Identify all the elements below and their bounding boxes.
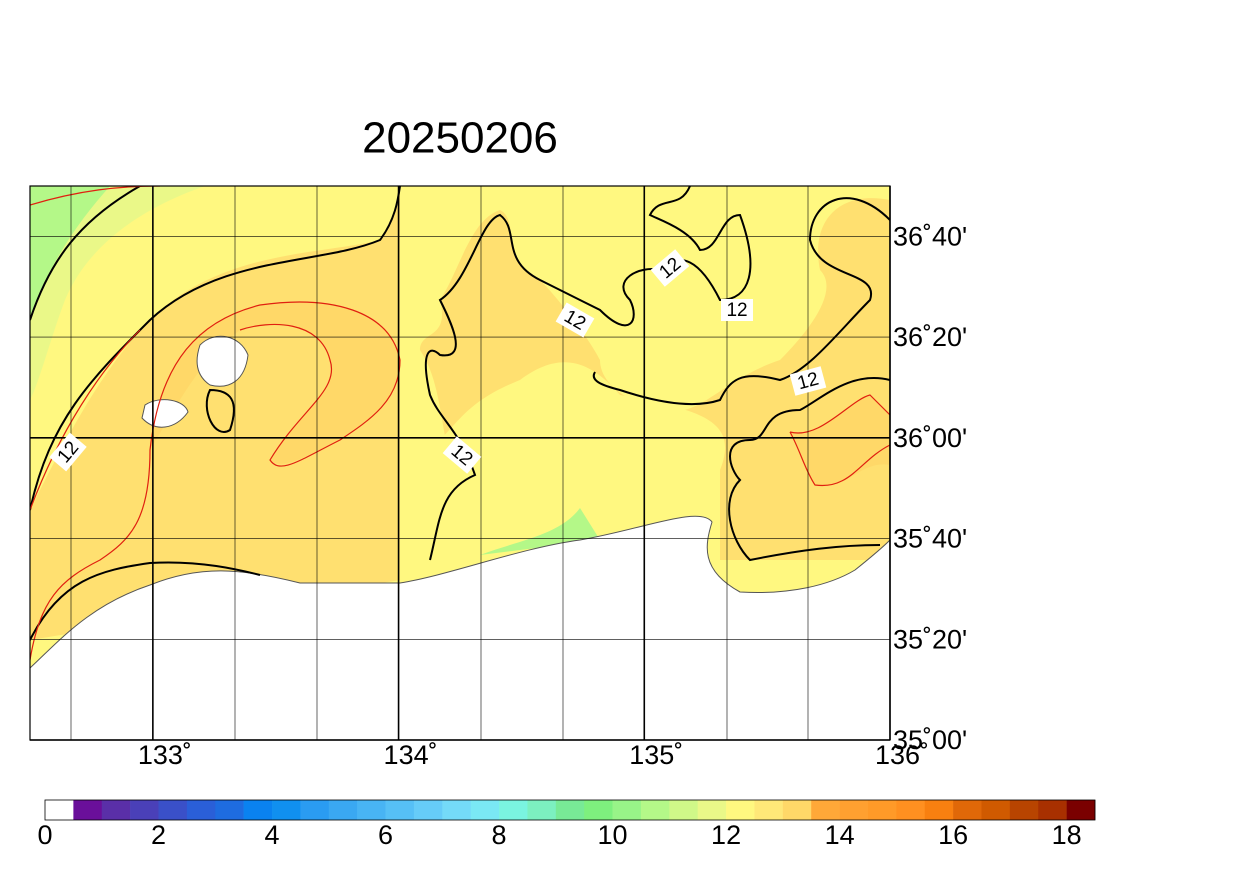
colorbar-box — [981, 800, 1011, 820]
colorbar-box — [1038, 800, 1067, 820]
colorbar-box — [73, 800, 103, 820]
colorbar-tick-label: 14 — [825, 820, 855, 850]
islands — [141, 335, 249, 428]
colorbar-box — [45, 800, 74, 820]
colorbar-box — [782, 800, 812, 820]
colorbar-box — [272, 800, 301, 820]
colorbar-box — [754, 800, 784, 820]
colorbar-box — [612, 800, 642, 820]
colorbar-box — [1009, 800, 1039, 820]
lon-tick-label: 135˚ — [629, 740, 683, 770]
colorbar-box — [130, 800, 159, 820]
lat-tick-label: 35˚40' — [893, 524, 967, 554]
lat-tick-label: 35˚20' — [893, 624, 967, 654]
colorbar-box — [300, 800, 330, 820]
colorbar-box — [215, 800, 244, 820]
contour-label-text: 12 — [726, 300, 747, 321]
lat-tick-label: 36˚40' — [893, 221, 967, 251]
colorbar-box — [555, 800, 585, 820]
colorbar-box — [924, 800, 954, 820]
colorbar-box — [186, 800, 216, 820]
map-frame — [29, 185, 891, 741]
contour-label: 12 — [721, 299, 753, 321]
contour-label-box — [650, 249, 690, 287]
colorbar-tick-label: 8 — [492, 820, 507, 850]
lat-tick-label: 35˚00' — [893, 725, 967, 755]
colorbar-tick-label: 18 — [1052, 820, 1082, 850]
colorbar-box — [101, 800, 131, 820]
lon-tick-label: 133˚ — [138, 740, 192, 770]
colorbar-box — [726, 800, 755, 820]
contour-12 — [30, 186, 890, 641]
colorbar-box — [811, 800, 840, 820]
colorbar-box — [158, 800, 188, 820]
colorbar-tick-label: 12 — [711, 820, 741, 850]
contour-label-box — [721, 299, 753, 321]
colorbar-box — [584, 800, 613, 820]
colorbar-box — [357, 800, 386, 820]
contour-12-5 — [30, 186, 890, 661]
sea-11 — [30, 186, 110, 320]
colorbar-box — [640, 800, 670, 820]
colorbar-tick-label: 2 — [151, 820, 166, 850]
title: 20250206 — [362, 114, 558, 163]
lon-tick-label: 136˚ — [875, 740, 929, 770]
contour-label-box — [789, 366, 827, 396]
colorbar-box — [867, 800, 897, 820]
contour-label-box — [49, 432, 87, 472]
colorbar-box — [470, 800, 500, 820]
colorbar-box — [385, 800, 415, 820]
colorbar-tick-label: 6 — [378, 820, 393, 850]
colorbar-box — [839, 800, 869, 820]
lat-tick-label: 36˚20' — [893, 322, 967, 352]
land — [30, 515, 890, 740]
colorbar-box — [953, 800, 982, 820]
colorbar-box — [697, 800, 727, 820]
lat-tick-label: 36˚00' — [893, 423, 967, 453]
colorbar-tick-label: 16 — [938, 820, 968, 850]
colorbar-box — [442, 800, 471, 820]
colorbar-box — [527, 800, 557, 820]
colorbar-box — [1066, 800, 1096, 820]
colorbar-tick-label: 4 — [265, 820, 280, 850]
colorbar-box — [243, 800, 273, 820]
colorbar-box — [896, 800, 926, 820]
colorbar-box — [328, 800, 358, 820]
colorbar-box — [413, 800, 443, 820]
colorbar-box — [499, 800, 528, 820]
colorbar-tick-label: 0 — [37, 820, 52, 850]
colorbar-box — [669, 800, 699, 820]
colorbar-frame — [44, 799, 1096, 821]
colorbar-tick-label: 10 — [598, 820, 628, 850]
contour-label-box — [442, 436, 482, 474]
lon-tick-label: 134˚ — [384, 740, 438, 770]
contour-label-box — [555, 302, 595, 338]
